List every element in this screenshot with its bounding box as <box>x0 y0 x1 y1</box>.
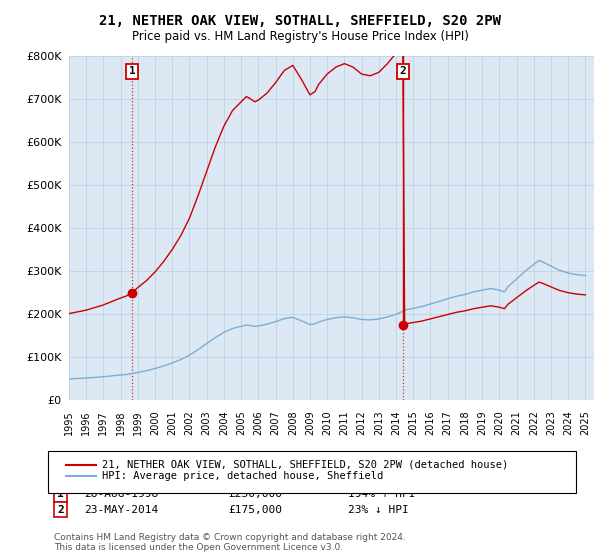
Text: 194% ↑ HPI: 194% ↑ HPI <box>348 489 415 499</box>
Text: 1: 1 <box>57 489 64 499</box>
Text: HPI: Average price, detached house, Sheffield: HPI: Average price, detached house, Shef… <box>102 471 383 481</box>
Text: 21, NETHER OAK VIEW, SOTHALL, SHEFFIELD, S20 2PW (detached house): 21, NETHER OAK VIEW, SOTHALL, SHEFFIELD,… <box>102 460 508 470</box>
Text: £175,000: £175,000 <box>228 505 282 515</box>
Text: 28-AUG-1998: 28-AUG-1998 <box>84 489 158 499</box>
Text: 1: 1 <box>128 67 136 77</box>
Text: This data is licensed under the Open Government Licence v3.0.: This data is licensed under the Open Gov… <box>54 543 343 552</box>
Text: 2: 2 <box>57 505 64 515</box>
Text: 23% ↓ HPI: 23% ↓ HPI <box>348 505 409 515</box>
Text: £250,000: £250,000 <box>228 489 282 499</box>
Text: 2: 2 <box>400 67 406 77</box>
Text: 21, NETHER OAK VIEW, SOTHALL, SHEFFIELD, S20 2PW: 21, NETHER OAK VIEW, SOTHALL, SHEFFIELD,… <box>99 14 501 28</box>
Text: Contains HM Land Registry data © Crown copyright and database right 2024.: Contains HM Land Registry data © Crown c… <box>54 533 406 542</box>
Text: Price paid vs. HM Land Registry's House Price Index (HPI): Price paid vs. HM Land Registry's House … <box>131 30 469 43</box>
Text: 23-MAY-2014: 23-MAY-2014 <box>84 505 158 515</box>
